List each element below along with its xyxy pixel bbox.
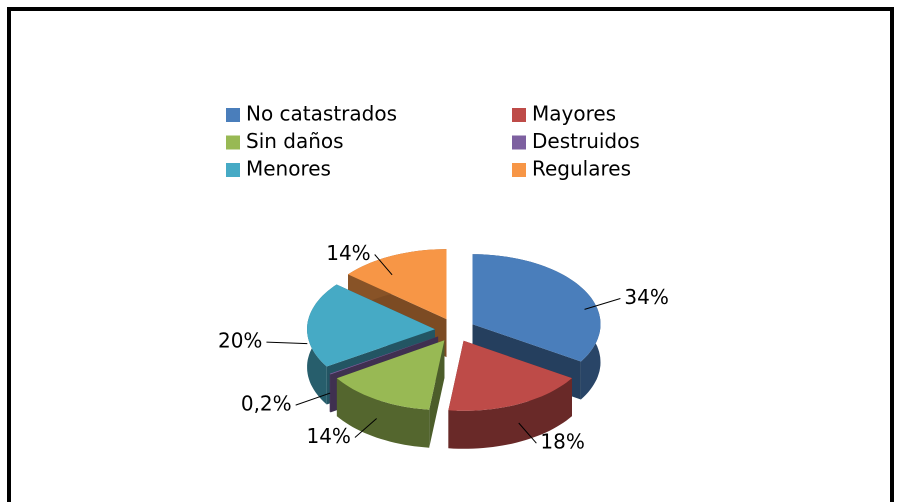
- leader-line: [374, 254, 393, 276]
- data-label: 34%: [624, 285, 668, 309]
- legend-swatch: [226, 163, 240, 177]
- legend-swatch: [512, 135, 526, 150]
- leader-line: [584, 298, 621, 310]
- slice-wall: [336, 378, 430, 448]
- legend-label: Sin daños: [246, 129, 344, 153]
- data-label: 20%: [218, 329, 262, 353]
- data-label: 14%: [326, 241, 370, 265]
- legend-swatch: [512, 108, 526, 122]
- legend-label: Menores: [246, 157, 331, 181]
- legend-label: Regulares: [532, 157, 631, 181]
- leader-line: [354, 418, 377, 438]
- legend-label: Mayores: [532, 102, 616, 126]
- legend-swatch: [226, 135, 240, 150]
- slice: [329, 336, 439, 375]
- slice: [472, 254, 601, 362]
- data-label: 14%: [306, 424, 350, 448]
- data-label: 18%: [540, 430, 584, 454]
- slice: [307, 284, 435, 367]
- data-label: 0,2%: [241, 392, 292, 416]
- slice: [348, 249, 447, 320]
- leader-line: [295, 392, 331, 406]
- legend-label: No catastrados: [246, 102, 397, 126]
- slice: [448, 340, 572, 411]
- legend-swatch: [512, 163, 526, 177]
- leader-line: [266, 341, 308, 345]
- slice-wall: [448, 378, 572, 449]
- slice: [336, 340, 445, 410]
- legend-swatch: [226, 108, 240, 122]
- legend-label: Destruidos: [532, 129, 640, 153]
- slice-wall: [329, 373, 331, 413]
- leader-line: [518, 422, 537, 444]
